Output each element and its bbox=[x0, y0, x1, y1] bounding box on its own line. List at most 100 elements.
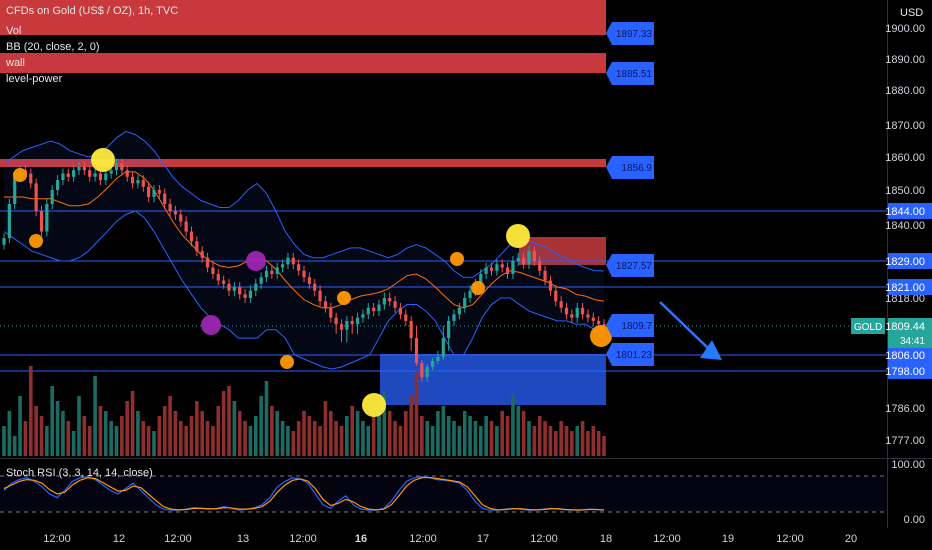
x-tick-label: 12:00 bbox=[164, 533, 192, 545]
candle bbox=[329, 307, 333, 318]
volume-bar bbox=[162, 406, 167, 456]
currency-label[interactable]: USD bbox=[900, 7, 924, 19]
x-tick-label: 16 bbox=[355, 533, 367, 545]
candle bbox=[72, 170, 76, 177]
candle bbox=[463, 298, 467, 308]
marker-yellow bbox=[362, 393, 386, 417]
level-price-tag bbox=[888, 203, 932, 219]
candle bbox=[168, 204, 172, 211]
bb-lower-line bbox=[3, 210, 605, 370]
volume-bar bbox=[436, 411, 440, 456]
volume-bar bbox=[237, 411, 242, 456]
symbol-label: GOLD bbox=[854, 322, 882, 333]
volume-bar bbox=[125, 401, 130, 456]
candle bbox=[216, 274, 220, 281]
level-power-box bbox=[606, 62, 654, 85]
x-tick-label: 20 bbox=[845, 533, 857, 545]
volume-bar bbox=[312, 421, 317, 456]
candle bbox=[586, 314, 590, 318]
legend-level-power: level-power bbox=[6, 73, 63, 85]
candle bbox=[554, 290, 558, 302]
candle bbox=[505, 267, 510, 274]
legend-bb: BB (20, close, 2, 0) bbox=[6, 41, 100, 53]
volume-bar bbox=[291, 431, 296, 456]
volume-bar bbox=[120, 416, 124, 456]
volume-bar bbox=[591, 426, 596, 456]
candle bbox=[243, 294, 247, 298]
candle bbox=[205, 257, 210, 268]
volume-bar bbox=[114, 426, 119, 456]
volume-bar bbox=[596, 431, 601, 456]
candle bbox=[104, 173, 108, 181]
volume-bar bbox=[189, 416, 194, 456]
last-price-label: 1809.44 bbox=[885, 321, 925, 333]
candle bbox=[495, 264, 499, 271]
volume-bar bbox=[2, 426, 6, 456]
volume-bar bbox=[77, 396, 81, 456]
volume-bar bbox=[34, 406, 38, 456]
stoch-d-line bbox=[3, 476, 605, 511]
candle bbox=[372, 307, 376, 312]
candle bbox=[516, 257, 520, 261]
stoch-band bbox=[0, 476, 887, 512]
candle bbox=[468, 290, 472, 298]
x-tick-label: 12:00 bbox=[776, 533, 804, 545]
marker-orange bbox=[337, 291, 351, 305]
volume-bar bbox=[537, 416, 542, 456]
demand-zone bbox=[380, 354, 606, 405]
volume-bar bbox=[141, 421, 146, 456]
last-price-tag bbox=[888, 318, 932, 348]
level-price-label: 1829.00 bbox=[885, 256, 925, 268]
volume-bar bbox=[211, 426, 215, 456]
volume-bar bbox=[505, 416, 510, 456]
y-tick-label: 1850.00 bbox=[885, 185, 925, 197]
y-tick-label: 1900.00 bbox=[885, 23, 925, 35]
candle bbox=[345, 320, 349, 330]
marker-orange bbox=[471, 281, 485, 295]
volume-bar bbox=[39, 416, 44, 456]
candle bbox=[275, 267, 279, 274]
volume-bar bbox=[521, 411, 526, 456]
y-tick-label: 1860.00 bbox=[885, 152, 925, 164]
volume-bar bbox=[430, 426, 435, 456]
candle bbox=[232, 287, 236, 291]
volume-bar bbox=[484, 416, 488, 456]
volume-bar bbox=[93, 376, 97, 456]
projection-arrow bbox=[659, 301, 711, 351]
volume-bar bbox=[253, 416, 258, 456]
symbol-tag bbox=[851, 318, 885, 334]
volume-bar bbox=[575, 426, 580, 456]
candle bbox=[286, 257, 290, 265]
candle bbox=[77, 166, 81, 171]
volume-bar bbox=[50, 386, 55, 456]
volume-bar bbox=[532, 426, 537, 456]
candle bbox=[591, 317, 595, 321]
volume-bar bbox=[318, 426, 322, 456]
volume-bar bbox=[280, 421, 285, 456]
volume-bar bbox=[425, 421, 430, 456]
marker-orange bbox=[280, 355, 294, 369]
volume-bar bbox=[243, 421, 247, 456]
volume-bar bbox=[307, 416, 312, 456]
level-power-box bbox=[606, 314, 654, 337]
candle bbox=[414, 338, 419, 363]
candle bbox=[88, 170, 92, 177]
volume-bar bbox=[200, 411, 205, 456]
level-power-box bbox=[606, 22, 654, 45]
candle bbox=[152, 190, 156, 197]
volume-bar bbox=[495, 426, 499, 456]
x-tick-label: 12:00 bbox=[289, 533, 317, 545]
level-price-label: 1798.00 bbox=[885, 366, 925, 378]
candle bbox=[82, 166, 86, 171]
x-tick-label: 19 bbox=[722, 533, 734, 545]
volume-bar bbox=[420, 416, 424, 456]
volume-bar bbox=[527, 421, 531, 456]
volume-bar bbox=[371, 416, 376, 456]
volume-bar bbox=[580, 421, 585, 456]
volume-bar bbox=[414, 371, 419, 456]
candle bbox=[259, 277, 263, 284]
candle bbox=[147, 186, 151, 197]
volume-bar bbox=[216, 406, 221, 456]
